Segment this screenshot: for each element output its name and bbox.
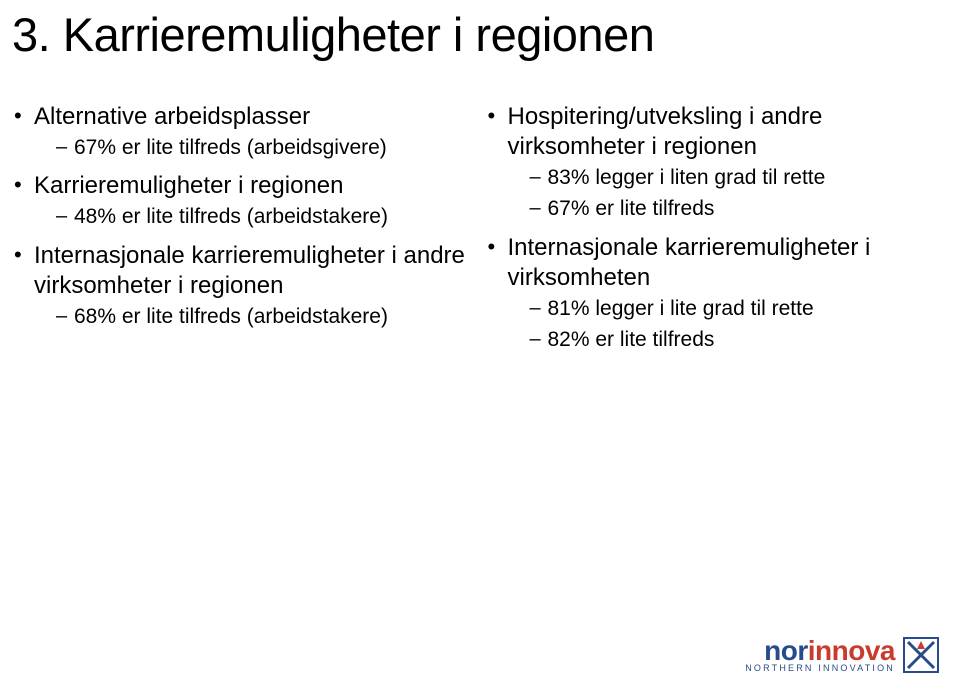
list-item: Alternative arbeidsplasser 67% er lite t…	[12, 102, 470, 161]
left-column: Alternative arbeidsplasser 67% er lite t…	[12, 102, 478, 363]
right-column: Hospitering/utveksling i andre virksomhe…	[478, 102, 944, 363]
list-item: 82% er lite tilfreds	[508, 326, 944, 353]
logo-text: norinnova NORTHERN INNOVATION	[745, 637, 895, 673]
bullet-text: Hospitering/utveksling i andre virksomhe…	[508, 103, 823, 160]
logo-mark-icon	[903, 637, 939, 673]
bullet-text: 67% er lite tilfreds	[548, 197, 715, 220]
bullet-text: 81% legger i lite grad til rette	[548, 297, 814, 320]
list-item: 83% legger i liten grad til rette	[508, 164, 944, 191]
bullet-text: 83% legger i liten grad til rette	[548, 166, 826, 189]
logo-part-red: innova	[808, 635, 895, 666]
bullet-text: Alternative arbeidsplasser	[34, 103, 310, 130]
logo-tagline: NORTHERN INNOVATION	[745, 664, 895, 673]
list-item: Internasjonale karrieremuligheter i virk…	[486, 233, 944, 354]
slide: 3. Karrieremuligheter i regionen Alterna…	[0, 0, 959, 687]
logo-part-blue: nor	[764, 635, 808, 666]
list-item: Karrieremuligheter i regionen 48% er lit…	[12, 171, 470, 230]
bullet-text: 82% er lite tilfreds	[548, 328, 715, 351]
list-item: Hospitering/utveksling i andre virksomhe…	[486, 102, 944, 223]
list-item: 67% er lite tilfreds	[508, 195, 944, 222]
list-item: 48% er lite tilfreds (arbeidstakere)	[34, 203, 470, 230]
content-columns: Alternative arbeidsplasser 67% er lite t…	[12, 102, 943, 363]
bullet-text: Internasjonale karrieremuligheter i virk…	[508, 234, 871, 291]
bullet-text: Internasjonale karrieremuligheter i andr…	[34, 242, 465, 299]
logo-wordmark: norinnova	[745, 637, 895, 665]
bullet-text: Karrieremuligheter i regionen	[34, 172, 344, 199]
norinnova-logo: norinnova NORTHERN INNOVATION	[745, 637, 939, 673]
list-item: 81% legger i lite grad til rette	[508, 295, 944, 322]
bullet-text: 68% er lite tilfreds (arbeidstakere)	[74, 305, 388, 328]
list-item: Internasjonale karrieremuligheter i andr…	[12, 241, 470, 330]
list-item: 67% er lite tilfreds (arbeidsgivere)	[34, 134, 470, 161]
list-item: 68% er lite tilfreds (arbeidstakere)	[34, 303, 470, 330]
slide-title: 3. Karrieremuligheter i regionen	[12, 8, 943, 62]
bullet-text: 48% er lite tilfreds (arbeidstakere)	[74, 205, 388, 228]
bullet-text: 67% er lite tilfreds (arbeidsgivere)	[74, 136, 387, 159]
